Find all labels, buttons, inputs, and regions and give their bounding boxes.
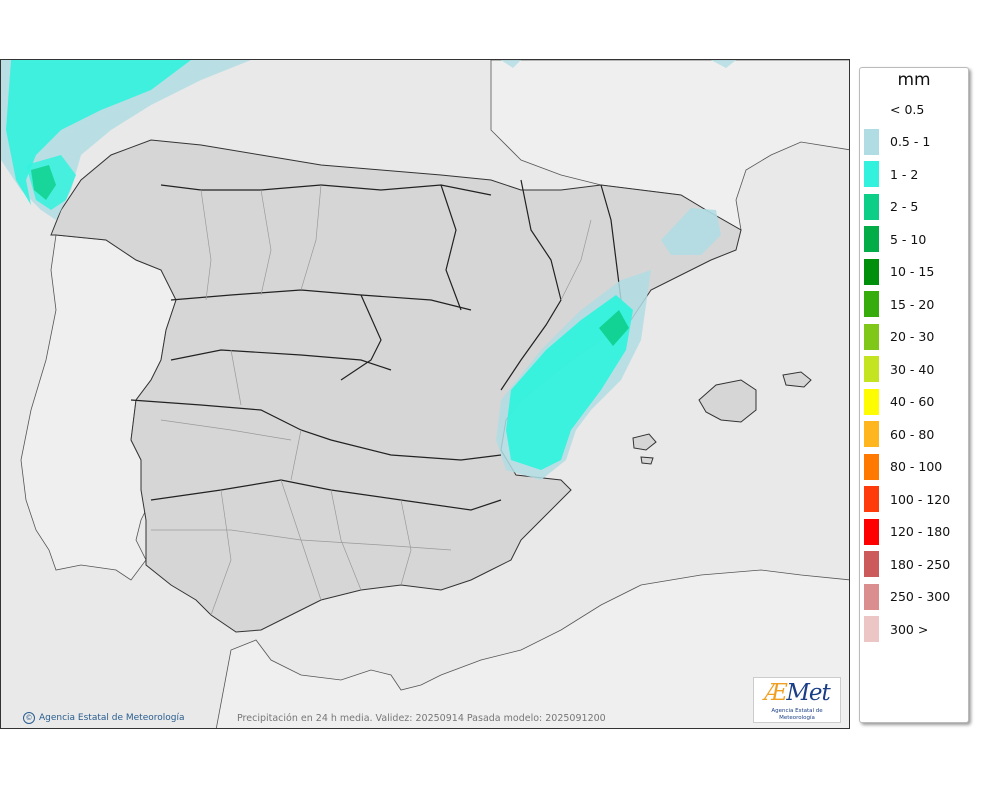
aemet-logo-subtitle: Agencia Estatal de Meteorología — [771, 708, 823, 721]
legend-item: 250 - 300 — [864, 583, 951, 610]
legend-item: 300 > — [864, 616, 928, 642]
legend-swatch — [864, 583, 879, 610]
precipitation-layer — [1, 60, 736, 480]
legend-item: 60 - 80 — [864, 421, 934, 447]
legend-item: 0.5 - 1 — [864, 128, 931, 155]
map-canvas — [1, 60, 849, 728]
legend-item: 120 - 180 — [864, 518, 951, 545]
legend-swatch — [864, 421, 879, 447]
precip-east-mid — [506, 295, 633, 470]
legend-swatch — [864, 356, 879, 382]
legend-label: 0.5 - 1 — [890, 134, 931, 149]
legend-item: 15 - 20 — [864, 291, 934, 317]
legend-item: 1 - 2 — [864, 161, 918, 187]
legend-item: 10 - 15 — [864, 258, 935, 285]
precip-north-light-2 — [711, 60, 736, 68]
legend-label: 120 - 180 — [890, 524, 951, 539]
legend-label: 250 - 300 — [890, 589, 951, 604]
legend-unit: mm — [897, 70, 931, 90]
legend-label: 2 - 5 — [890, 199, 919, 214]
legend-item: 5 - 10 — [864, 226, 926, 252]
legend-item: 40 - 60 — [864, 388, 935, 415]
africa-land — [215, 569, 849, 728]
legend-label: 1 - 2 — [890, 166, 919, 182]
legend-swatch — [864, 616, 879, 642]
precip-galicia-core — [31, 165, 56, 200]
map-caption: Precipitación en 24 h media. Validez: 20… — [237, 713, 606, 724]
spain-land — [50, 139, 742, 633]
legend-swatch — [864, 486, 879, 512]
precip-catalonia-light — [661, 208, 721, 255]
precip-east-core — [599, 310, 629, 346]
legend-swatch — [864, 323, 879, 350]
legend-label: 30 - 40 — [890, 361, 935, 377]
province-borders — [151, 184, 592, 616]
aemet-logo-word: ÆMet — [764, 680, 830, 706]
legend-item: < 0.5 — [864, 96, 924, 122]
formentera-land — [640, 456, 654, 465]
legend-swatch — [864, 291, 879, 317]
legend-label: 100 - 120 — [890, 491, 951, 507]
copyright-icon: © — [23, 712, 35, 724]
legend-label: 300 > — [890, 621, 929, 637]
legend-item: 80 - 100 — [864, 453, 943, 480]
precip-north-light — [501, 60, 521, 68]
precip-galicia-mid — [6, 60, 191, 205]
legend-swatch — [864, 551, 879, 577]
legend-label: 20 - 30 — [890, 329, 935, 344]
agency-credit[interactable]: © Agencia Estatal de Meteorología — [23, 712, 185, 724]
legend-swatch — [864, 161, 879, 187]
legend-item: 100 - 120 — [864, 486, 950, 512]
legend-item: 180 - 250 — [864, 551, 950, 577]
legend-label: 5 - 10 — [890, 231, 927, 247]
legend-label: 10 - 15 — [890, 264, 935, 279]
legend-swatch — [864, 518, 879, 545]
legend-swatch — [864, 258, 879, 285]
aemet-logo[interactable]: ÆMet Agencia Estatal de Meteorología — [753, 677, 841, 723]
precipitation-map: © Agencia Estatal de Meteorología Precipi… — [0, 59, 850, 729]
legend-item: 30 - 40 — [864, 356, 934, 382]
precipitation-legend: mm < 0.5 0.5 - 1 1 - 2 2 - 5 5 - 10 10 - 15 15… — [859, 67, 969, 723]
legend-swatch — [864, 388, 879, 415]
legend-item: 2 - 5 — [864, 193, 919, 220]
menorca-land — [782, 371, 812, 388]
legend-swatch — [864, 226, 879, 252]
legend-label: 15 - 20 — [890, 296, 935, 312]
legend-swatch — [864, 128, 879, 155]
legend-label: 180 - 250 — [890, 556, 951, 572]
legend-label: 80 - 100 — [890, 459, 943, 474]
legend-label: < 0.5 — [890, 101, 925, 117]
legend-swatch — [864, 96, 879, 122]
legend-item: 20 - 30 — [864, 323, 935, 350]
ibiza-land — [632, 433, 657, 451]
legend-swatch — [864, 193, 879, 220]
agency-credit-text: Agencia Estatal de Meteorología — [39, 713, 185, 723]
legend-label: 60 - 80 — [890, 426, 935, 442]
legend-swatch — [864, 453, 879, 480]
mallorca-land — [698, 379, 757, 423]
legend-label: 40 - 60 — [890, 394, 935, 409]
